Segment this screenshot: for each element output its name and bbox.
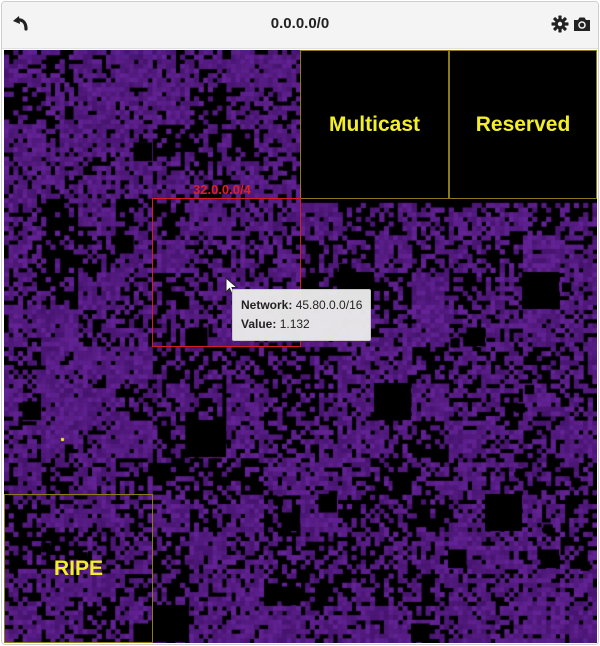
tooltip-value-value: 1.132 — [279, 317, 310, 331]
reserved-label: Reserved — [475, 112, 571, 136]
camera-icon — [572, 15, 592, 33]
ripe-region[interactable]: RIPE — [4, 494, 153, 643]
multicast-region[interactable]: Multicast — [300, 50, 449, 199]
multicast-label: Multicast — [328, 112, 420, 136]
screenshot-button[interactable] — [569, 11, 595, 37]
selected-block[interactable] — [152, 198, 301, 347]
selected-block-label: 32.0.0.0/4 — [193, 182, 251, 197]
tooltip-network-value: 45.80.0.0/16 — [295, 298, 363, 312]
current-network-title: 0.0.0.0/0 — [270, 15, 330, 32]
undo-icon — [11, 14, 31, 34]
settings-button[interactable] — [547, 11, 573, 37]
reserved-region[interactable]: Reserved — [449, 50, 597, 199]
tooltip-network-row: Network: 45.80.0.0/16 — [241, 296, 362, 315]
tooltip-network-label: Network: — [241, 298, 293, 312]
tooltip-value-row: Value: 1.132 — [241, 315, 362, 334]
tooltip-value-label: Value: — [241, 317, 277, 331]
ip-heatmap[interactable]: Multicast Reserved RIPE 32.0.0.0/4 Netwo… — [4, 50, 597, 643]
gear-icon — [551, 15, 569, 33]
ripe-label: RIPE — [53, 556, 103, 580]
hover-tooltip: Network: 45.80.0.0/16 Value: 1.132 — [232, 289, 372, 341]
undo-button[interactable] — [8, 11, 34, 37]
toolbar: 0.0.0.0/0 — [2, 2, 598, 49]
